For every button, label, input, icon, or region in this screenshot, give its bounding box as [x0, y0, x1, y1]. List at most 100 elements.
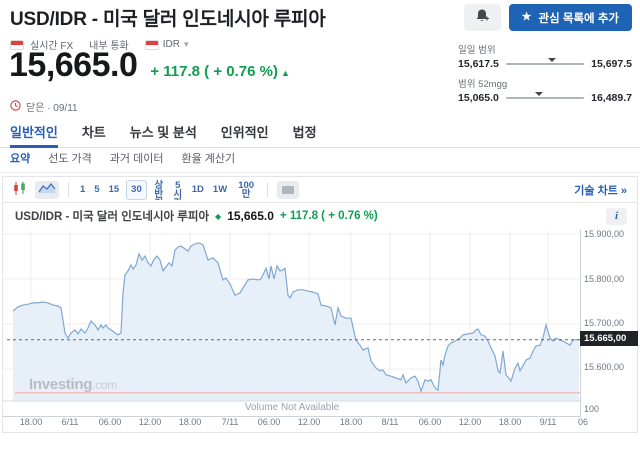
x-axis-label: 06.00 [418, 417, 442, 427]
week52-range-track [505, 92, 585, 99]
create-alert-button[interactable] [463, 4, 501, 31]
timeframe-1W[interactable]: 1W [211, 180, 229, 200]
x-axis-label: 18.00 [19, 417, 43, 427]
x-axis-label: 18.00 [339, 417, 363, 427]
x-axis-label: 06.00 [257, 417, 281, 427]
volume-note: Volume Not Available [244, 402, 340, 413]
week52-range-marker [534, 92, 543, 100]
chart-toolbar: 151530상반기5시간1D1W100만 기술 차트 » [3, 177, 637, 203]
x-axis-label: 6/11 [61, 417, 79, 427]
diamond-up-icon: ◆ [215, 211, 222, 221]
week52-range-high: 16,489.7 [591, 92, 632, 104]
x-axis-label: 8/11 [381, 417, 399, 427]
x-axis-label: 18.00 [178, 417, 202, 427]
x-axis-label: 7/11 [221, 417, 239, 427]
header-actions: ★ 관심 목록에 추가 [463, 4, 632, 31]
bell-plus-icon [474, 8, 490, 27]
info-button[interactable]: i [606, 207, 627, 225]
realtime-label: 실시간 FX [30, 41, 74, 52]
area-chart-icon [38, 182, 56, 197]
instrument-meta: 실시간 FX 내부 통화 IDR ▾ [10, 37, 189, 52]
subtab-2[interactable]: 선도 가격 [48, 153, 92, 165]
tab-1[interactable]: 일반적인 [10, 121, 58, 148]
daily-range-label: 일일 범위 [458, 45, 496, 56]
week52-range-row: 15,065.0 16,489.7 [458, 92, 632, 104]
price-change: + 117.8 ( + 0.76 %) ▲ [150, 63, 290, 80]
main-tabs: 일반적인 차트 뉴스 및 분석 인위적인 법정 [0, 121, 640, 148]
candlestick-icon [11, 181, 29, 199]
technical-chart-link[interactable]: 기술 차트 » [574, 184, 627, 197]
chart-widget: 151530상반기5시간1D1W100만 기술 차트 » USD/IDR - 미… [2, 176, 638, 433]
subtab-3[interactable]: 과거 데이터 [109, 153, 164, 165]
tab-4[interactable]: 인위적인 [220, 125, 269, 140]
x-axis-label: 12.00 [297, 417, 321, 427]
timeframe-30[interactable]: 30 [126, 179, 147, 200]
indonesia-flag-icon [144, 39, 159, 50]
timeframe-5시간[interactable]: 5시간 [171, 180, 185, 199]
toolbar-divider [267, 181, 269, 198]
star-icon: ★ [521, 11, 532, 23]
add-watchlist-button[interactable]: ★ 관심 목록에 추가 [508, 4, 632, 31]
investing-watermark: Investing.com [29, 376, 117, 393]
quote: 15,665.0 + 117.8 ( + 0.76 %) ▲ [9, 46, 290, 85]
tab-2[interactable]: 차트 [81, 125, 106, 140]
currency-type-label: 내부 통화 [89, 41, 129, 52]
timeframe-5[interactable]: 5 [92, 180, 101, 200]
currency-code: IDR [162, 39, 180, 50]
sub-tabs: 요약 선도 가격 과거 데이터 환율 계산기 [0, 148, 640, 173]
indonesia-flag-icon [10, 39, 24, 50]
price-chart-canvas[interactable] [3, 229, 581, 417]
last-price: 15,665.0 [9, 46, 138, 84]
market-status-text: 닫은 · 09/11 [26, 103, 78, 114]
daily-range-high: 15,697.5 [591, 58, 632, 70]
chart-header: USD/IDR - 미국 달러 인도네시아 루피아 ◆ 15,665.0 + 1… [3, 204, 637, 228]
chart-instrument-name: USD/IDR - 미국 달러 인도네시아 루피아 [15, 211, 210, 223]
daily-range-marker [548, 58, 557, 66]
price-area-fill [13, 243, 579, 401]
timeframe-1D[interactable]: 1D [190, 180, 206, 200]
clock-icon [10, 99, 21, 114]
candlestick-chart-button[interactable] [11, 181, 29, 199]
timeframe-1[interactable]: 1 [78, 180, 87, 200]
daily-range-row: 15,617.5 15,697.5 [458, 58, 632, 70]
chart-layout-button[interactable] [277, 180, 300, 199]
chart-price-change: + 117.8 ( + 0.76 %) [279, 210, 378, 222]
y-axis-label: 15.900,00 [584, 229, 625, 239]
market-status: 닫은 · 09/11 [10, 99, 78, 114]
toolbar-divider [68, 181, 69, 198]
week52-range-label: 범위 52mgg [458, 79, 508, 90]
area-chart-button[interactable] [35, 180, 59, 199]
timeframe-100만[interactable]: 100만 [234, 180, 258, 200]
x-axis-label: 18.00 [498, 417, 522, 427]
up-arrow-icon: ▲ [280, 68, 290, 78]
tab-5[interactable]: 법정 [292, 125, 317, 140]
page-title: USD/IDR - 미국 달러 인도네시아 루피아 [10, 9, 326, 30]
volume-axis-label: 100 [584, 404, 600, 414]
subtab-4[interactable]: 환율 계산기 [181, 153, 236, 165]
week52-range-low: 15,065.0 [458, 92, 499, 104]
add-watchlist-label: 관심 목록에 추가 [538, 12, 619, 25]
x-axis-label: 06 [577, 417, 589, 427]
currency-dropdown[interactable]: IDR ▾ [144, 39, 189, 50]
y-axis-label: 15.700,00 [584, 318, 625, 328]
tab-3[interactable]: 뉴스 및 분석 [129, 125, 197, 140]
y-axis-label: 15.600,00 [584, 362, 625, 372]
y-axis-label: 15.800,00 [584, 273, 625, 284]
header: USD/IDR - 미국 달러 인도네시아 루피아 ★ 관심 목록에 추가 [10, 4, 632, 31]
x-axis-label: 12.00 [138, 417, 162, 427]
daily-range-track [505, 58, 585, 65]
chevron-down-icon: ▾ [184, 39, 189, 49]
x-axis: 18.00 6/11 06.00 12.00 18.00 7/11 06.00 12.00 18… [3, 417, 637, 431]
price-line [12, 242, 579, 394]
daily-range-low: 15,617.5 [458, 58, 499, 70]
last-price-tag: 15.665,00 [580, 331, 638, 346]
timeframe-15[interactable]: 15 [107, 180, 122, 200]
x-axis-label: 9/11 [539, 417, 557, 427]
chart-last-price: 15,665.0 [227, 209, 274, 223]
timeframe-group: 151530상반기5시간1D1W100만 [78, 179, 258, 200]
x-axis-label: 12.00 [458, 417, 482, 427]
ranges: 일일 범위 15,617.5 15,697.5 범위 52mgg 15,065.… [458, 42, 632, 110]
timeframe-상반기[interactable]: 상반기 [152, 180, 166, 199]
subtab-1[interactable]: 요약 [10, 153, 31, 165]
